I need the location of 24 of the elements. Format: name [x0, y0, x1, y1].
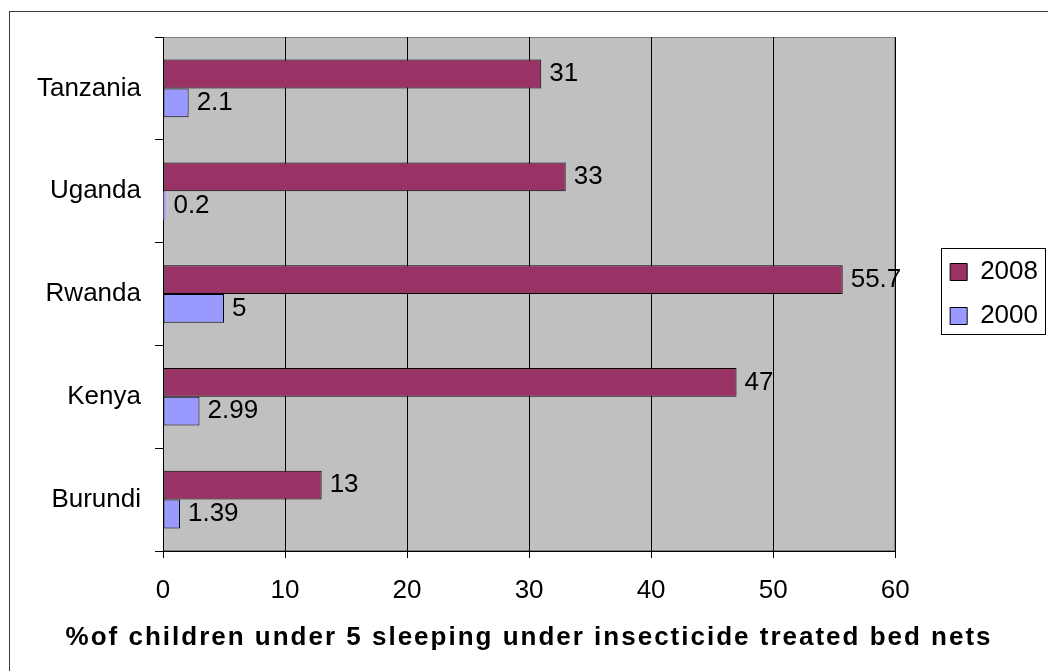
- legend-label: 2000: [980, 299, 1038, 330]
- data-label: 0.2: [173, 188, 210, 219]
- data-label: 13: [329, 468, 359, 499]
- data-label: 31: [549, 57, 579, 88]
- x-tick-label: 60: [880, 573, 910, 604]
- data-label: 2.99: [207, 394, 259, 425]
- data-label: 1.39: [187, 497, 239, 528]
- x-tick-label: 20: [392, 573, 422, 604]
- x-tick-label: 50: [758, 573, 788, 604]
- x-tick-label: 0: [155, 573, 171, 604]
- data-label: 33: [573, 159, 603, 190]
- data-label: 5: [232, 291, 247, 322]
- data-label: 2.1: [196, 85, 233, 116]
- y-tick-label: Uganda: [49, 174, 142, 205]
- x-tick-label: 30: [514, 573, 544, 604]
- y-tick-label: Burundi: [51, 482, 141, 513]
- legend-label: 2008: [980, 255, 1038, 286]
- data-label: 47: [744, 365, 774, 396]
- y-tick-label: Rwanda: [45, 277, 142, 308]
- x-axis-title: %of children under 5 sleeping under insecticide treated bed nets: [65, 621, 993, 652]
- x-tick-label: 10: [270, 573, 300, 604]
- x-tick-label: 40: [636, 573, 666, 604]
- y-tick-label: Tanzania: [36, 71, 142, 102]
- y-tick-label: Kenya: [67, 379, 142, 410]
